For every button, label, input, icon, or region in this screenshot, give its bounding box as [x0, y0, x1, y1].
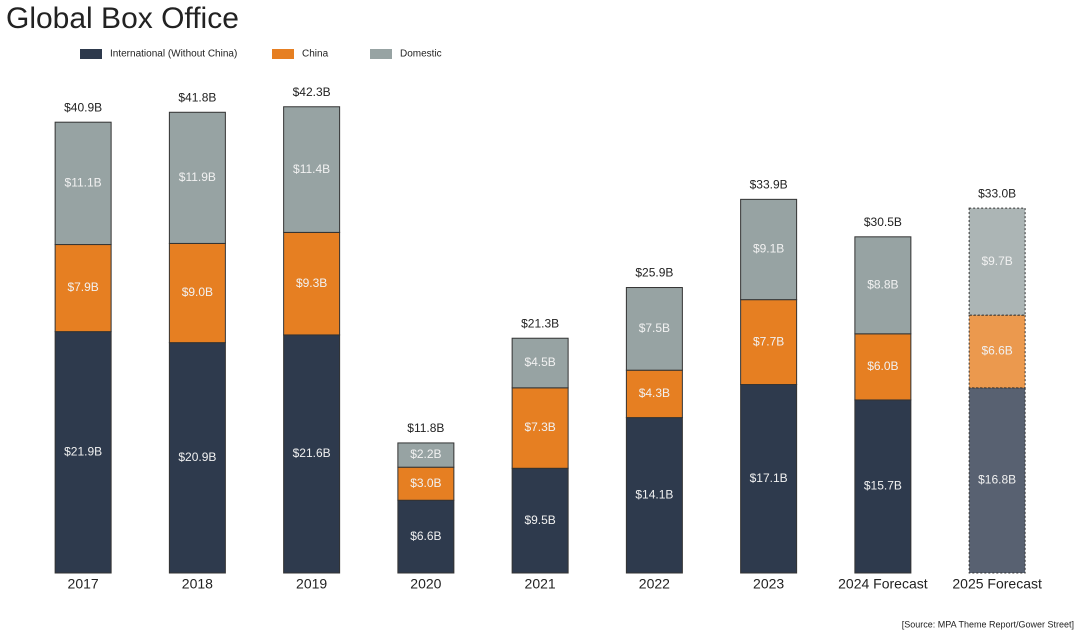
- legend-swatch: [272, 49, 294, 59]
- value-label: $4.3B: [639, 386, 670, 400]
- legend-label: International (Without China): [110, 49, 237, 60]
- x-tick-label: 2017: [68, 576, 99, 592]
- bar-segment: [968, 387, 1026, 574]
- bar-segment: [740, 198, 798, 301]
- bar-segment: [397, 466, 455, 501]
- value-label: $11.9B: [179, 170, 216, 184]
- value-label: $11.1B: [65, 176, 102, 190]
- total-label: $11.8B: [407, 421, 444, 435]
- value-label: $9.7B: [981, 254, 1012, 268]
- bar-segment: [740, 384, 798, 574]
- value-label: $9.0B: [182, 285, 213, 299]
- value-label: $14.1B: [635, 487, 673, 501]
- bar-segment: [511, 337, 569, 389]
- x-tick-label: 2022: [639, 576, 670, 592]
- legend-label: Domestic: [400, 49, 442, 60]
- value-label: $3.0B: [410, 476, 441, 490]
- bar-segment: [283, 231, 341, 336]
- bar-segment: [283, 334, 341, 574]
- value-label: $8.8B: [867, 277, 898, 291]
- value-label: $7.3B: [524, 420, 555, 434]
- value-label: $9.1B: [753, 242, 784, 256]
- legend-swatch: [80, 49, 102, 59]
- value-label: $21.9B: [64, 444, 102, 458]
- bar-segment: [168, 342, 226, 574]
- bar-segment: [625, 417, 683, 574]
- legend-swatch: [370, 49, 392, 59]
- value-label: $11.4B: [293, 162, 330, 176]
- total-label: $21.3B: [521, 316, 559, 330]
- x-tick-label: 2023: [753, 576, 784, 592]
- value-label: $6.6B: [981, 344, 1012, 358]
- value-label: $7.7B: [753, 334, 784, 348]
- bar-segment: [854, 333, 912, 401]
- x-tick-label: 2021: [525, 576, 556, 592]
- bar-segment: [168, 242, 226, 344]
- bar-segment: [854, 236, 912, 335]
- total-label: $42.3B: [293, 85, 331, 99]
- value-label: $9.5B: [524, 513, 555, 527]
- x-tick-label: 2018: [182, 576, 213, 592]
- value-label: $17.1B: [750, 471, 788, 485]
- value-label: $2.2B: [410, 447, 441, 461]
- bar-segment: [54, 331, 112, 574]
- value-label: $6.6B: [410, 529, 441, 543]
- bar-segment: [740, 299, 798, 386]
- value-label: $7.9B: [67, 280, 98, 294]
- value-label: $7.5B: [639, 321, 670, 335]
- total-label: $33.0B: [978, 186, 1016, 200]
- bar-segment: [511, 467, 569, 574]
- x-tick-label: 2025 Forecast: [952, 576, 1042, 592]
- bar-segment: [625, 369, 683, 419]
- total-label: $25.9B: [635, 266, 673, 280]
- bar-segment: [968, 207, 1026, 316]
- chart-title: Global Box Office: [6, 2, 239, 35]
- value-label: $9.3B: [296, 276, 327, 290]
- x-tick-label: 2024 Forecast: [838, 576, 928, 592]
- value-label: $20.9B: [178, 450, 216, 464]
- x-tick-label: 2020: [410, 576, 441, 592]
- value-label: $15.7B: [864, 479, 902, 493]
- bar-segment: [625, 287, 683, 371]
- bar-segment: [54, 244, 112, 333]
- total-label: $30.5B: [864, 215, 902, 229]
- bar-segment: [168, 111, 226, 244]
- bar-segment: [397, 442, 455, 468]
- bar-segment: [54, 121, 112, 246]
- x-tick-label: 2019: [296, 576, 327, 592]
- legend-label: China: [302, 49, 329, 60]
- bar-segment: [283, 106, 341, 233]
- value-label: $4.5B: [524, 355, 555, 369]
- source-note: [Source: MPA Theme Report/Gower Street]: [902, 619, 1074, 629]
- value-label: $16.8B: [978, 473, 1016, 487]
- bar-segment: [397, 499, 455, 574]
- value-label: $6.0B: [867, 359, 898, 373]
- total-label: $40.9B: [64, 100, 102, 114]
- total-label: $41.8B: [178, 90, 216, 104]
- value-label: $21.6B: [293, 446, 331, 460]
- total-label: $33.9B: [750, 178, 788, 192]
- bar-segment: [968, 314, 1026, 389]
